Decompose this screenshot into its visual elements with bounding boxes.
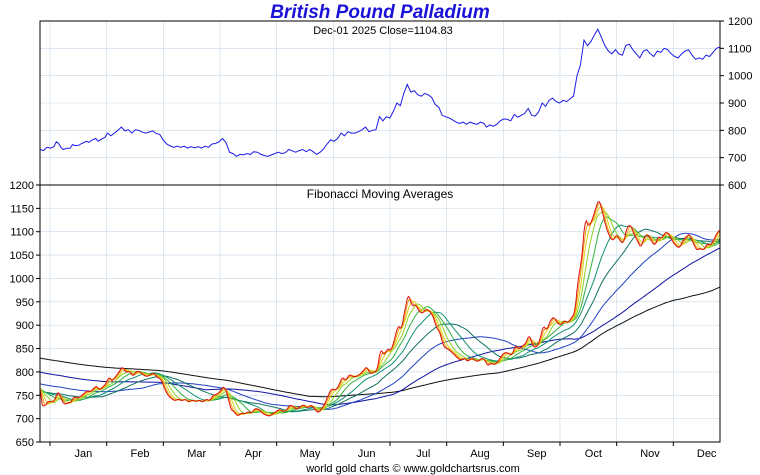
bottom-y-tick-label: 900 [16, 320, 34, 332]
top-y-tick-label: 1000 [728, 71, 752, 83]
footer-credit: world gold charts © www.goldchartsrus.co… [305, 463, 520, 475]
top-y-tick-label: 900 [728, 98, 746, 110]
x-tick-label: Jun [358, 448, 376, 460]
price-line [39, 28, 721, 157]
bottom-y-tick-label: 800 [16, 367, 34, 379]
bottom-y-tick-label: 700 [16, 414, 34, 426]
x-tick-label: May [300, 448, 321, 460]
x-tick-label: Sep [527, 448, 547, 460]
ma-line-13 [39, 211, 721, 415]
ma-line-34 [39, 224, 721, 414]
top-y-tick-label: 800 [728, 125, 746, 137]
x-tick-label: Jul [416, 448, 430, 460]
x-tick-label: Feb [131, 448, 150, 460]
ma-line-144 [39, 247, 721, 406]
x-tick-label: Nov [640, 448, 660, 460]
x-tick-label: Oct [585, 448, 602, 460]
bottom-y-tick-label: 750 [16, 390, 34, 402]
x-tick-label: Dec [697, 448, 717, 460]
top-y-tick-label: 1100 [728, 43, 752, 55]
top-y-ticks: 1200 1100 1000 900 800 700 600 [720, 16, 752, 192]
bottom-y-tick-label: 1000 [10, 273, 34, 285]
bottom-y-tick-label: 850 [16, 344, 34, 356]
top-y-tick-label: 1200 [728, 16, 752, 28]
bottom-y-tick-label: 1200 [10, 180, 34, 192]
chart-subtitle: Dec-01 2025 Close=1104.83 [313, 25, 453, 37]
top-panel-grid [40, 20, 720, 186]
bottom-panel-grid [40, 184, 720, 443]
top-y-tick-label: 700 [728, 153, 746, 165]
ma-line-89 [39, 232, 721, 410]
x-tick-label: Mar [187, 448, 206, 460]
bottom-y-tick-label: 1050 [10, 250, 34, 262]
ma-line-8 [39, 205, 721, 416]
top-y-tick-label: 600 [728, 180, 746, 192]
bottom-y-tick-label: 950 [16, 297, 34, 309]
chart-title: British Pound Palladium [270, 2, 490, 23]
bottom-y-tick-label: 1100 [10, 227, 34, 239]
ma-line-55 [39, 228, 721, 413]
bottom-y-tick-label: 650 [16, 437, 34, 449]
bottom-panel-frame [39, 184, 721, 443]
bottom-y-tick-label: 1150 [10, 203, 34, 215]
x-tick-label: Aug [470, 448, 490, 460]
x-tick-label: Jan [74, 448, 92, 460]
x-tick-label: Apr [245, 448, 262, 460]
x-ticks: Jan Feb Mar Apr May Jun Jul Aug Sep Oct Nov Dec [49, 442, 717, 460]
bottom-panel-title: Fibonacci Moving Averages [307, 187, 454, 201]
bottom-y-ticks: 1200 1150 1100 1050 1000 950 900 850 800 750 700 65… [10, 180, 40, 449]
bottom-panel-moving-averages [39, 200, 721, 417]
top-panel-price [39, 28, 721, 157]
ma-line-3 [39, 200, 721, 417]
ma-line-233 [39, 286, 721, 398]
